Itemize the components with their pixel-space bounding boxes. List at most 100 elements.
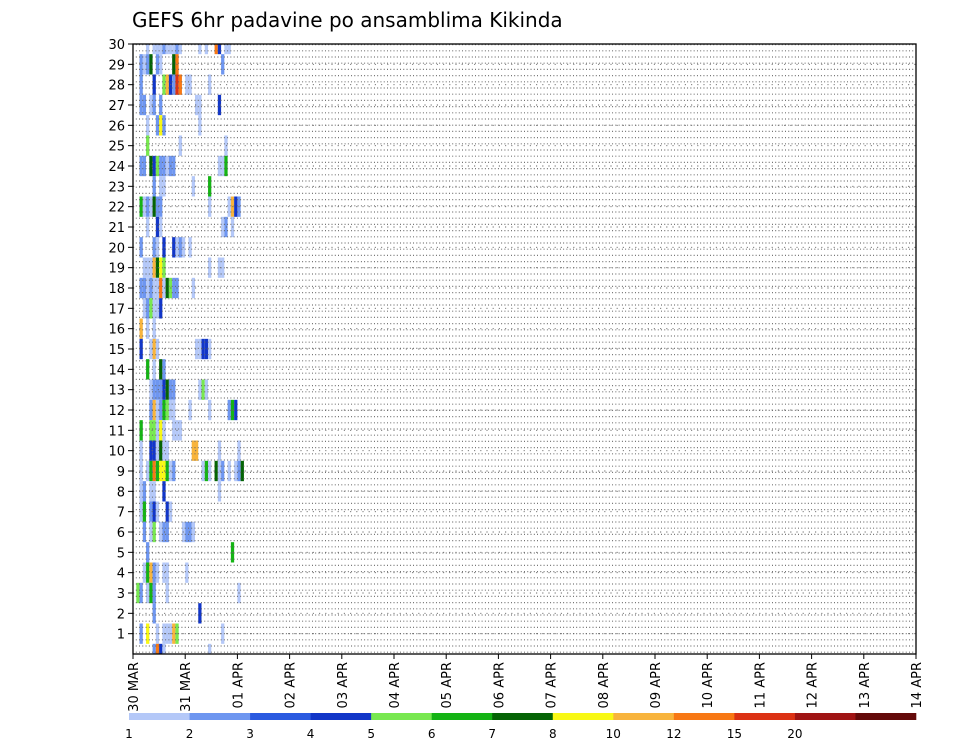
heatmap-cell-11 — [204, 44, 209, 55]
heatmap-cell-169 — [155, 420, 160, 441]
heatmap-cell-10 — [198, 44, 202, 55]
heatmap-cell-221 — [152, 521, 156, 543]
y-tick-label: 8 — [117, 485, 125, 500]
heatmap-cell-153 — [149, 399, 153, 421]
colorbar-swatch — [552, 713, 614, 720]
heatmap-cell-107 — [139, 277, 143, 299]
heatmap-cell-249 — [146, 623, 150, 644]
heatmap-cell-187 — [146, 460, 150, 482]
y-tick-label: 26 — [108, 119, 125, 134]
heatmap-cell-170 — [159, 420, 163, 441]
heatmap-cell-139 — [152, 359, 156, 380]
heatmap-cell-191 — [159, 460, 163, 482]
heatmap-cell-84 — [159, 216, 163, 238]
heatmap-cell-143 — [152, 379, 156, 400]
heatmap-cell-59 — [165, 155, 169, 177]
heatmap-cell-201 — [221, 460, 225, 482]
x-tick-label: 07 APR — [545, 662, 560, 708]
heatmap-cell-254 — [172, 623, 176, 644]
heatmap-cell-228 — [191, 521, 195, 543]
heatmap-cell-103 — [162, 257, 166, 278]
heatmap-cell-210 — [162, 481, 166, 502]
heatmap-cell-38 — [149, 94, 153, 116]
heatmap-cell-104 — [208, 257, 212, 278]
x-tick-label: 05 APR — [440, 662, 455, 708]
heatmap-cell-0 — [146, 44, 150, 55]
heatmap-cell-152 — [204, 379, 209, 400]
heatmap-cell-30 — [172, 74, 176, 95]
x-tick-label: 09 APR — [649, 662, 664, 708]
x-tick-label: 14 APR — [910, 662, 925, 708]
colorbar-swatch — [794, 713, 856, 720]
heatmap-cell-121 — [146, 298, 150, 319]
heatmap-cell-224 — [165, 521, 169, 543]
y-tick-label: 28 — [108, 79, 125, 94]
heatmap-cell-58 — [162, 155, 166, 177]
heatmap-cell-202 — [227, 460, 231, 482]
heatmap-cell-217 — [165, 501, 169, 522]
heatmap-cell-91 — [162, 237, 166, 258]
heatmap-cell-213 — [142, 501, 147, 522]
heatmap-cell-252 — [165, 623, 169, 644]
heatmap-cell-54 — [149, 155, 153, 177]
x-tick-label: 13 APR — [858, 662, 873, 708]
heatmap-cell-51 — [224, 135, 228, 156]
colorbar-swatch — [855, 713, 917, 720]
colorbar-swatch — [734, 713, 796, 720]
x-tick-label: 02 APR — [284, 662, 299, 708]
heatmap-cell-16 — [139, 54, 143, 75]
heatmap-cell-158 — [165, 399, 169, 421]
y-tick-label: 19 — [108, 262, 125, 277]
y-tick-label: 16 — [108, 323, 125, 338]
heatmap-cell-240 — [139, 582, 143, 604]
heatmap-cell-184 — [217, 440, 222, 461]
heatmap-cell-124 — [155, 298, 160, 319]
heatmap-cell-260 — [162, 643, 166, 654]
heatmap-cell-241 — [146, 582, 150, 604]
heatmap-cell-69 — [208, 176, 212, 197]
colorbar-label: 12 — [666, 727, 681, 741]
y-tick-label: 14 — [108, 363, 125, 378]
colorbar-label: 20 — [787, 727, 802, 741]
heatmap-cell-76 — [159, 196, 163, 217]
heatmap-cell-28 — [165, 74, 169, 95]
heatmap-cell-15 — [227, 44, 231, 55]
heatmap-cell-192 — [162, 460, 166, 482]
y-tick-label: 11 — [108, 424, 125, 439]
heatmap-cell-12 — [214, 44, 218, 55]
heatmap-cell-25 — [139, 74, 143, 95]
heatmap-cell-246 — [152, 603, 156, 624]
heatmap-cell-21 — [159, 54, 163, 75]
heatmap-cell-68 — [191, 176, 195, 197]
heatmap-cell-113 — [159, 277, 163, 299]
y-tick-label: 21 — [108, 221, 125, 236]
heatmap-cell-197 — [204, 460, 209, 482]
x-tick-label: 11 APR — [753, 662, 768, 708]
heatmap-cell-80 — [234, 196, 238, 217]
heatmap-cell-63 — [221, 155, 225, 177]
heatmap-cell-237 — [165, 562, 169, 583]
heatmap-cell-190 — [155, 460, 160, 482]
colorbar-label: 8 — [549, 727, 557, 741]
heatmap-cell-129 — [139, 338, 143, 360]
heatmap-cell-67 — [162, 176, 166, 197]
colorbar-swatch — [492, 713, 554, 720]
heatmap-cell-3 — [159, 44, 163, 55]
colorbar-label: 15 — [727, 727, 742, 741]
heatmap-cell-137 — [208, 338, 212, 360]
heatmap-cell-109 — [146, 277, 150, 299]
y-tick-label: 27 — [108, 99, 125, 114]
heatmap-cell-94 — [178, 237, 182, 258]
heatmap-cell-42 — [198, 94, 202, 116]
heatmap-cell-142 — [149, 379, 153, 400]
heatmap-cell-82 — [146, 216, 150, 238]
x-tick-label: 10 APR — [701, 662, 716, 708]
heatmap-cell-40 — [159, 94, 163, 116]
colorbar-label: 7 — [488, 727, 496, 741]
heatmap-cell-203 — [234, 460, 238, 482]
y-tick-label: 3 — [117, 587, 125, 602]
y-tick-label: 10 — [108, 445, 125, 460]
heatmap-cell-4 — [162, 44, 166, 55]
heatmap-cell-180 — [162, 440, 166, 461]
